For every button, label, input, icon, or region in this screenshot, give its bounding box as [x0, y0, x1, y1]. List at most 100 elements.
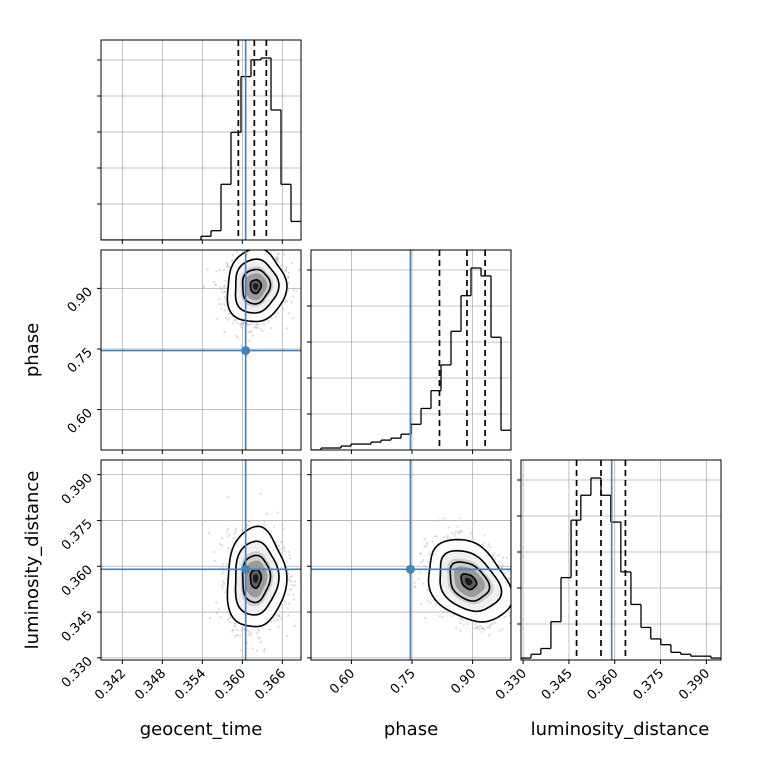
histogram	[521, 460, 721, 660]
sample-point	[259, 492, 262, 495]
x-axis-label: luminosity_distance	[531, 719, 710, 740]
sample-point	[259, 243, 261, 245]
sample-point	[438, 519, 441, 522]
sample-point	[222, 268, 226, 272]
sample-point	[214, 559, 217, 563]
x-tick-label: 0.390	[676, 666, 713, 703]
sample-point	[223, 284, 226, 288]
sample-point	[263, 650, 266, 653]
sample-point	[420, 560, 423, 564]
sample-point	[248, 520, 251, 523]
sample-point	[286, 299, 289, 302]
sample-point	[482, 541, 485, 544]
sample-point	[223, 290, 226, 293]
sample-point	[246, 641, 249, 644]
hist-luminosity_distance: 0.330 0.345 0.360 0.375 0.390	[493, 459, 722, 703]
sample-point	[221, 544, 224, 547]
sample-point	[287, 593, 290, 596]
sample-point	[451, 532, 454, 535]
sample-point	[275, 315, 278, 318]
sample-point	[293, 584, 296, 587]
sample-point	[239, 245, 241, 247]
axes-frame	[100, 39, 302, 241]
sample-point	[218, 303, 221, 306]
sample-point	[235, 334, 238, 338]
sample-point	[277, 259, 280, 262]
sample-point	[249, 322, 252, 325]
sample-point	[487, 543, 490, 546]
sample-point	[450, 615, 453, 618]
contour-line	[460, 573, 478, 591]
x-tick-label: 0.348	[132, 666, 169, 703]
sample-point	[263, 245, 265, 247]
sample-point	[280, 541, 283, 544]
sample-point	[457, 532, 460, 535]
sample-point	[266, 245, 268, 247]
sample-point	[288, 554, 291, 557]
sample-point	[234, 622, 237, 625]
sample-point	[233, 635, 236, 638]
x-tick-label: 0.354	[172, 666, 209, 703]
sample-point	[242, 528, 245, 531]
sample-point	[479, 625, 483, 628]
sample-point	[236, 321, 239, 324]
sample-point	[220, 537, 223, 540]
sample-point	[267, 320, 270, 323]
sample-point	[491, 622, 494, 625]
sample-point	[488, 626, 491, 630]
sample-point	[287, 578, 290, 582]
sample-point	[277, 245, 279, 247]
sample-point	[454, 530, 457, 534]
sample-point	[246, 524, 249, 527]
x-tick-label: 0.90	[448, 666, 479, 697]
sample-point	[293, 598, 296, 601]
sample-point	[477, 625, 480, 628]
sample-point	[225, 261, 228, 265]
sample-point	[514, 621, 516, 623]
y-tick-label: 0.375	[59, 517, 96, 554]
sample-point	[508, 577, 511, 580]
sample-point	[235, 634, 239, 637]
sample-point	[514, 599, 516, 601]
sample-point	[265, 512, 268, 515]
sample-point	[277, 625, 280, 628]
sample-point	[249, 229, 251, 231]
sample-point	[218, 297, 221, 301]
sample-point	[224, 279, 227, 282]
sample-point	[511, 610, 513, 612]
sample-point	[284, 299, 287, 302]
sample-point	[508, 614, 511, 617]
sample-point	[482, 628, 485, 631]
sample-point	[287, 312, 290, 315]
sample-point	[215, 270, 218, 273]
sample-point	[224, 304, 227, 307]
sample-point	[221, 584, 224, 587]
sample-point	[234, 244, 236, 246]
sample-point	[259, 640, 262, 644]
sample-point	[247, 630, 250, 633]
sample-point	[263, 523, 266, 527]
sample-point	[246, 628, 249, 632]
sample-point	[290, 301, 293, 304]
sample-point	[446, 534, 449, 538]
sample-point	[258, 245, 260, 247]
sample-point	[256, 628, 259, 631]
sample-point	[413, 586, 416, 589]
sample-point	[517, 651, 519, 653]
x-tick-label: 0.345	[539, 666, 576, 703]
sample-point	[290, 262, 293, 265]
sample-point	[246, 354, 249, 357]
sample-point	[530, 631, 532, 633]
sample-point	[276, 618, 279, 622]
x-tick-label: 0.366	[252, 666, 289, 703]
sample-point	[469, 533, 472, 536]
sample-point	[277, 614, 280, 617]
sample-point	[233, 532, 236, 535]
sample-point	[481, 630, 484, 633]
density	[101, 229, 301, 450]
sample-point	[435, 535, 439, 538]
contour-line	[234, 258, 280, 314]
sample-point	[493, 552, 496, 555]
sample-point	[222, 571, 225, 574]
x-tick-label: 0.75	[388, 666, 419, 697]
